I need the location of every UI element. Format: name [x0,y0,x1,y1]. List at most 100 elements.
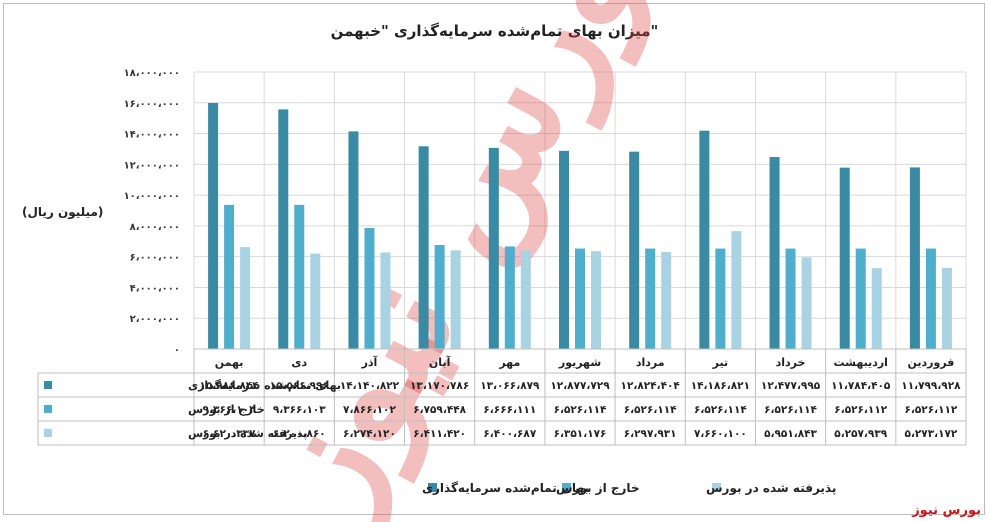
bar [661,252,672,349]
data-label: ۵،۲۵۷،۹۳۹ [834,428,887,440]
data-label: ۷،۸۶۶،۱۰۲ [343,404,396,416]
bar [418,146,429,349]
data-label: ۶،۲۷۴،۱۲۰ [343,428,396,440]
data-label: ۱۱،۷۸۴،۴۰۵ [831,380,891,392]
bar [941,267,952,349]
data-label: ۶،۵۲۶،۱۱۴ [764,404,817,416]
y-tick-label: ۰ [174,345,180,356]
bar [278,109,289,350]
table-series-marker [44,405,52,413]
legend-label: بهای تمام‌شده سرمایه‌گذاری [422,481,589,496]
x-tick-label: اردیبهشت [833,356,887,369]
chart-title: "میزان بهای تمام‌شده سرمایه‌گذاری "خبهمن [330,22,659,40]
bar [450,250,461,349]
data-label: ۶،۶۲۰،۳۳۷ [203,428,256,440]
y-tick-label: ۱۸،۰۰۰،۰۰۰ [124,68,180,79]
legend-label: پذیرفته شده در بورس [706,481,836,496]
brand-label: بورس نیوز [912,503,981,518]
x-tick-label: آذر [361,355,378,369]
data-label: ۱۲،۸۲۴،۴۰۴ [621,380,681,392]
bar [699,130,710,349]
data-label: ۶،۷۵۹،۴۴۸ [413,404,466,416]
bar [629,151,640,349]
bar [348,131,359,349]
y-tick-label: ۶،۰۰۰،۰۰۰ [130,253,180,264]
bar [294,204,305,349]
bar [855,248,866,349]
x-tick-label: شهریور [558,356,601,369]
bar [839,167,850,349]
data-label: ۱۳،۱۷۰،۷۸۶ [410,380,469,392]
data-label: ۶،۵۲۶،۱۱۴ [554,404,607,416]
bar [715,248,726,349]
data-label: ۵،۹۵۱،۸۴۳ [764,428,817,440]
data-label: ۱۴،۱۸۶،۸۲۱ [691,380,750,392]
data-label: ۱۵،۵۶۶،۹۹۶ [270,380,329,392]
data-label: ۶،۴۰۰،۶۸۷ [483,428,536,440]
bar [208,102,219,350]
x-tick-label: خرداد [776,356,806,369]
data-label: ۶،۲۰۰،۸۶۰ [273,428,326,440]
bar [380,252,391,349]
data-label: ۱۴،۱۴۰،۸۲۲ [340,380,400,392]
y-tick-label: ۱۴،۰۰۰،۰۰۰ [124,130,180,141]
bar [801,257,812,349]
bar [559,150,569,349]
data-label: ۱۲،۸۷۷،۷۲۹ [550,380,610,392]
data-label: ۶،۲۹۷،۹۳۱ [624,428,677,440]
x-tick-label: مرداد [636,356,665,369]
data-label: ۹،۳۶۶،۱۰۳ [203,404,256,416]
data-label: ۱۱،۷۹۹،۹۲۸ [901,380,961,392]
data-label: ۹،۳۶۶،۱۰۳ [273,404,326,416]
bar [575,248,585,349]
bar [310,253,321,349]
data-label: ۶،۴۱۱،۴۲۰ [413,428,466,440]
y-tick-label: ۱۲،۰۰۰،۰۰۰ [124,160,180,171]
y-tick-label: ۱۰،۰۰۰،۰۰۰ [124,191,180,202]
x-tick-label: مهر [498,356,520,369]
x-tick-label: دی [291,356,307,369]
bar [434,244,445,349]
table-series-name: خارج از بورس [188,403,265,417]
table-series-name: بهای تمام‌شده سرمایه‌گذاری [188,379,341,392]
y-axis-label: (میلیون ریال) [22,205,104,219]
table-series-marker [44,381,52,389]
bar [731,231,742,349]
y-tick-label: ۸،۰۰۰،۰۰۰ [130,222,180,233]
legend-swatch [428,483,437,492]
data-label: ۵،۲۷۳،۱۷۲ [904,428,957,440]
bar [504,246,515,349]
data-label: ۶،۳۵۱،۱۷۶ [554,428,607,440]
data-label: ۱۳،۰۶۶،۸۷۹ [480,380,540,392]
bar [364,227,375,349]
legend-swatch [562,483,571,492]
x-tick-label: آبان [429,355,451,369]
table-series-name: پذیرفته شده در بورس [188,427,308,440]
x-tick-label: تیر [712,356,728,369]
y-tick-label: ۲،۰۰۰،۰۰۰ [130,314,180,325]
bar [240,247,251,349]
bar [591,251,601,349]
data-label: ۶،۵۲۶،۱۱۴ [624,404,677,416]
bar [488,147,499,349]
bar [645,248,656,349]
legend-swatch [712,483,721,492]
data-label: ۱۲،۴۷۷،۹۹۵ [761,380,821,392]
data-label: ۶،۵۲۶،۱۱۲ [904,404,957,416]
data-label: ۷،۶۶۰،۱۰۰ [694,428,747,440]
bar [909,167,920,349]
data-label: ۶،۵۲۶،۱۱۲ [834,404,887,416]
bar [224,204,235,349]
table-series-marker [44,429,52,437]
bar [520,250,531,349]
y-tick-label: ۱۶،۰۰۰،۰۰۰ [124,99,180,110]
legend-label: خارج از بورس [556,481,640,496]
data-label: ۶،۵۲۶،۱۱۴ [694,404,747,416]
x-tick-label: فروردین [907,356,954,369]
y-tick-label: ۴،۰۰۰،۰۰۰ [130,283,180,294]
bar [785,248,796,349]
bar [925,248,936,349]
x-tick-label: بهمن [215,356,244,369]
data-label: ۱۵،۹۸۶،۸۴۴ [199,380,259,392]
